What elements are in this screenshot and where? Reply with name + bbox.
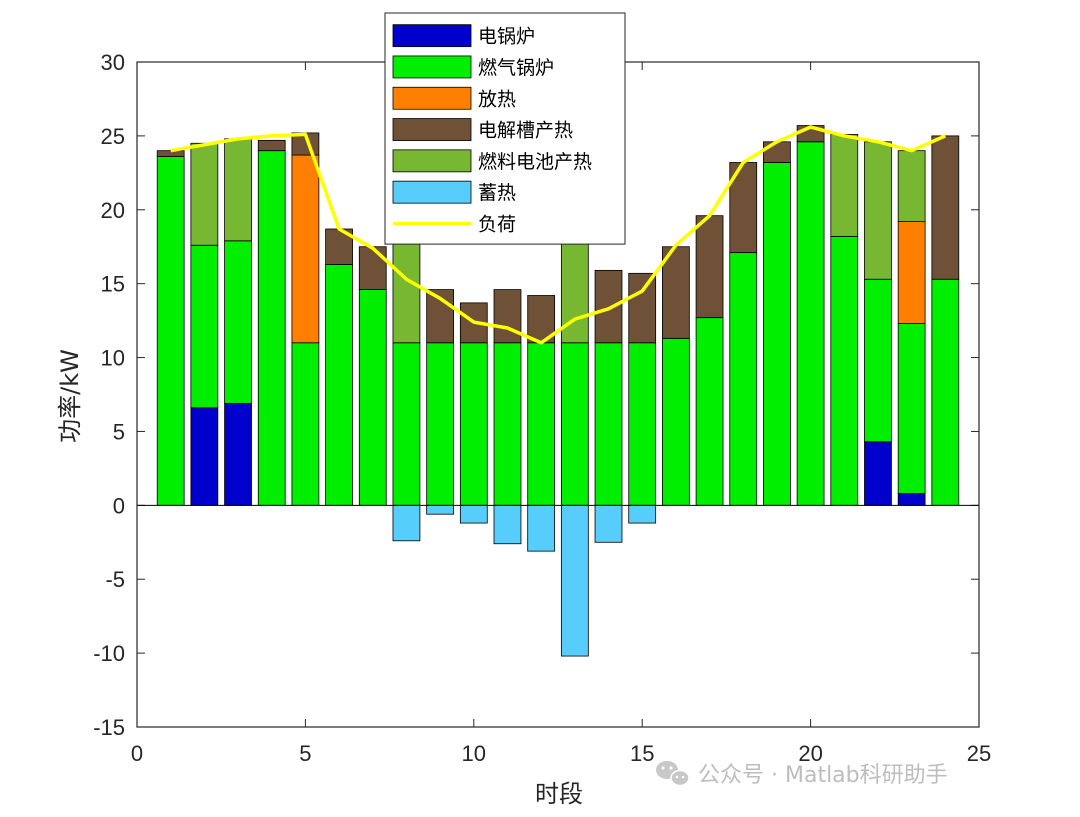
bar-segment [527, 342, 556, 506]
watermark: 公众号 · Matlab科研助手 [656, 761, 948, 788]
bar-segment [291, 154, 320, 344]
bar-segment [459, 504, 488, 524]
legend-label: 负荷 [478, 213, 516, 235]
y-tick-label: 20 [101, 198, 125, 223]
legend-swatch [392, 180, 472, 204]
y-tick-label: 25 [101, 124, 125, 149]
y-tick-label: 30 [101, 50, 125, 75]
bar-segment [662, 246, 690, 339]
bar-segment [527, 504, 556, 552]
bar-segment [931, 135, 960, 280]
legend-label: 电解槽产热 [478, 120, 573, 142]
bar-segment [358, 289, 387, 506]
bar-segment [325, 264, 353, 506]
bar-segment [426, 342, 454, 506]
bar-segment [257, 150, 286, 506]
bar-segment [190, 407, 219, 506]
bar-segment [224, 240, 252, 404]
legend-label: 燃气锅炉 [478, 57, 554, 79]
bar-segment [560, 342, 589, 506]
y-axis-label: 功率/kW [56, 349, 84, 443]
bar-segment [493, 342, 522, 506]
bar-segment [897, 493, 926, 506]
bar-segment [493, 289, 522, 344]
bar-segment [695, 317, 724, 506]
bar-segment [190, 244, 219, 409]
bar-segment [459, 342, 488, 506]
bar-segment [830, 235, 859, 506]
legend-label: 放热 [478, 88, 516, 110]
x-tick-label: 10 [462, 741, 486, 766]
bar-segment [392, 342, 421, 506]
bar-segment [628, 504, 657, 524]
y-tick-label: 0 [113, 493, 125, 518]
legend-swatch [392, 149, 472, 173]
y-tick-label: -10 [93, 641, 125, 666]
bar-segment [897, 150, 926, 223]
legend-label: 蓄热 [478, 182, 516, 204]
bars [156, 125, 960, 657]
y-tick-label: 5 [113, 419, 125, 444]
legend-swatch [392, 24, 472, 48]
bar-segment [796, 141, 825, 506]
watermark-text: 公众号 · Matlab科研助手 [698, 763, 948, 788]
bar-segment [594, 342, 623, 506]
legend-swatch [392, 118, 472, 141]
bar-segment [864, 141, 892, 280]
y-tick-label: 10 [101, 346, 125, 371]
bar-segment [594, 504, 623, 543]
bar-segment [628, 272, 657, 344]
x-tick-label: 5 [299, 741, 311, 766]
load-line [170, 125, 947, 345]
bar-segment [931, 278, 960, 506]
x-tick-label: 25 [967, 741, 991, 766]
bar-segment [190, 142, 219, 246]
bar-segment [426, 504, 454, 515]
bar-segment [729, 252, 758, 506]
bar-segment [628, 342, 657, 506]
load-line-path [170, 125, 947, 345]
x-axis-label: 时段 [535, 780, 583, 808]
x-tick-label: 15 [630, 741, 654, 766]
bar-segment [897, 221, 926, 324]
bar-segment [224, 138, 252, 242]
axis-ticks [136, 61, 980, 728]
y-tick-label: -15 [93, 715, 125, 740]
legend-label: 燃料电池产热 [478, 151, 592, 173]
bar-segment [392, 240, 421, 344]
bar-segment [560, 504, 589, 657]
bar-segment [257, 139, 286, 152]
bar-segment [864, 278, 892, 443]
x-tick-label: 20 [798, 741, 822, 766]
bar-segment [864, 441, 892, 506]
x-tick-label: 0 [131, 741, 143, 766]
bar-segment [224, 402, 252, 506]
bar-segment [763, 162, 791, 506]
wechat-icon [656, 761, 690, 787]
bar-segment [156, 156, 185, 506]
bar-segment [594, 269, 623, 344]
bar-segment [291, 342, 320, 506]
legend-swatch [392, 55, 472, 79]
legend-swatch [392, 86, 472, 110]
bar-segment [493, 504, 522, 545]
bar-segment [897, 323, 926, 494]
y-tick-label: 15 [101, 272, 125, 297]
tick-labels: -15 -10 -5 0 5 10 15 20 25 30 0 5 10 15 20 25 [93, 50, 991, 766]
bar-segment [358, 246, 387, 290]
y-tick-label: -5 [105, 567, 125, 592]
bar-segment [763, 141, 791, 163]
bar-segment [830, 134, 859, 237]
bar-segment [695, 215, 724, 319]
bar-segment [662, 337, 690, 506]
bar-segment [156, 150, 185, 157]
legend-label: 电锅炉 [478, 26, 535, 48]
bar-segment [392, 504, 421, 542]
